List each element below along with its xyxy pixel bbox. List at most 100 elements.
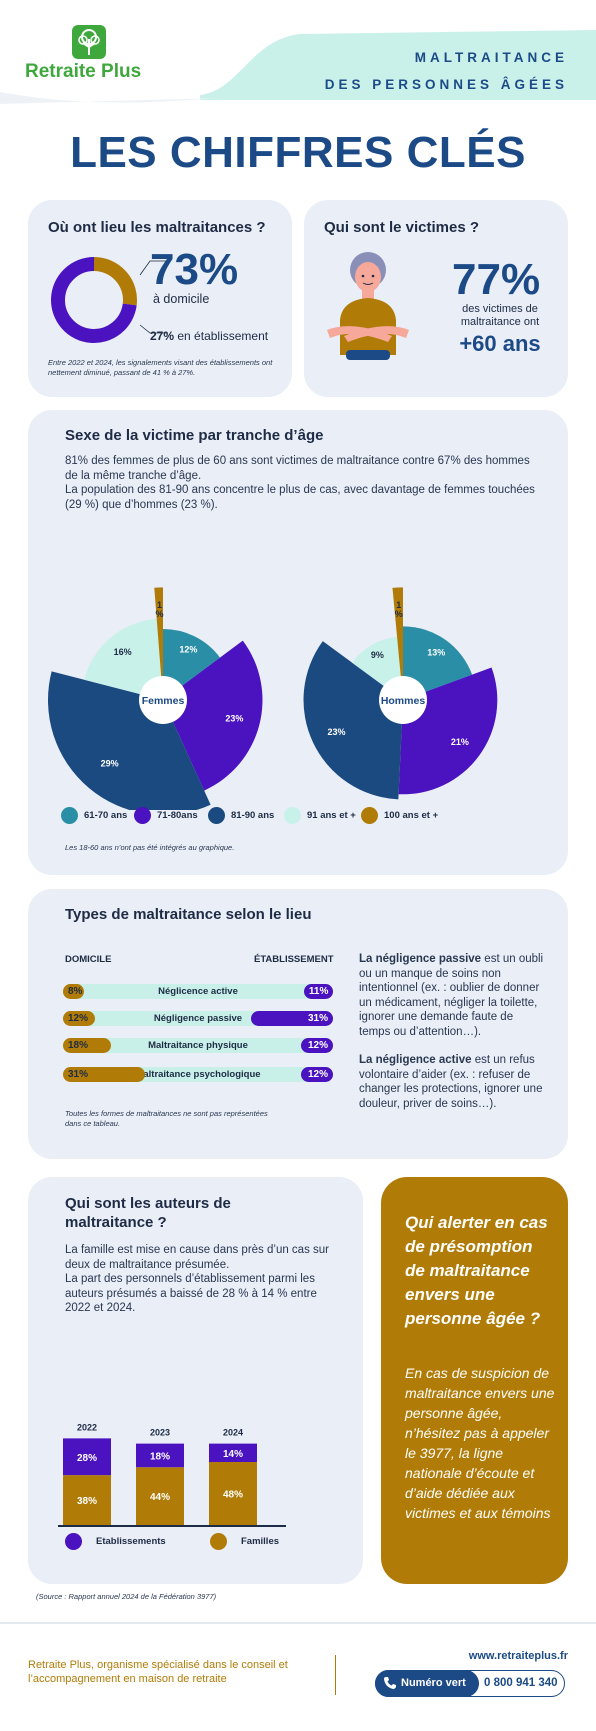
pie-label-hommes-0: 13% — [427, 647, 445, 657]
alert-card: Qui alerter en cas de présomption de mal… — [381, 1177, 568, 1584]
bar-year-2022: 2022 — [77, 1422, 97, 1432]
types-row-label: Maltraitance physique — [148, 1040, 248, 1051]
passive-text: est un oubli ou un manque de soins non i… — [359, 953, 544, 1038]
pie-label-femmes-4: 1% — [156, 600, 164, 619]
pie-slice-hommes-4 — [392, 587, 403, 700]
victims-title: Qui sont le victimes ? — [324, 219, 480, 236]
phone-icon — [384, 1677, 396, 1689]
legend-etablissements: Etablissements — [65, 1533, 166, 1550]
pie-title-hommes: Hommes — [381, 695, 426, 707]
age-pie-charts: 12% 23% 29% 16% 1 % Femmes 13% 21% 23% 9% 1 % Hommes — [48, 587, 498, 810]
types-row: Maltraitance physique 18% 12% — [63, 1038, 333, 1053]
legend-label: 61-70 ans — [84, 810, 128, 821]
pie-slice-hommes-0 — [403, 626, 473, 700]
legend-etablissements-label: Etablissements — [96, 1536, 166, 1547]
numero-vert-button[interactable]: Numéro vert 0 800 941 340 — [375, 1670, 565, 1697]
location-donut — [51, 257, 137, 343]
pie-slice-femmes-1 — [163, 640, 263, 791]
sex-title: Sexe de la victime par tranche d’âge — [65, 427, 324, 444]
authors-title: Qui sont les auteurs de maltraitance ? — [65, 1195, 231, 1231]
authors-paragraph-1: La famille est mise en cause dans près d… — [65, 1244, 329, 1271]
sex-note: Les 18-60 ans n’ont pas été intégrés au … — [65, 843, 235, 852]
numero-vert-label-pill: Numéro vert — [375, 1670, 479, 1697]
est-line: 27% en établissement — [150, 329, 268, 343]
sex-paragraph-2: La population des 81-90 ans concentre le… — [65, 484, 535, 511]
page-title: LES CHIFFRES CLÉS — [70, 128, 526, 177]
types-est-bar: 31% — [251, 1011, 333, 1026]
pie-label-hommes-1: 21% — [451, 737, 469, 747]
victims-text: des victimes de maltraitance ont — [460, 303, 540, 328]
pie-slice-femmes-2 — [48, 671, 211, 810]
types-card: Types de maltraitance selon le lieu DOMI… — [28, 889, 568, 1159]
sex-paragraph-1: 81% des femmes de plus de 60 ans sont vi… — [65, 455, 530, 482]
footer-site-link[interactable]: www.retraiteplus.fr — [468, 1650, 568, 1662]
bar-label-etablissements-2023: 18% — [150, 1451, 170, 1462]
pie-center-femmes — [139, 676, 187, 724]
bar-label-familles-2022: 38% — [77, 1496, 97, 1507]
col-est: ÉTABLISSEMENT — [254, 954, 334, 965]
victims-card: Qui sont le victimes ? 77% des victimes … — [304, 200, 568, 397]
footer-divider — [0, 1622, 596, 1624]
bar-year-2023: 2023 — [150, 1428, 170, 1438]
sex-age-card: Sexe de la victime par tranche d’âge 81%… — [28, 410, 568, 875]
home-pct: 73% — [150, 245, 239, 294]
types-title: Types de maltraitance selon le lieu — [65, 906, 312, 923]
alert-title: Qui alerter en cas de présomption de mal… — [405, 1213, 548, 1328]
types-note: Toutes les formes de maltraitances ne so… — [65, 1109, 268, 1128]
pie-slice-femmes-4 — [154, 587, 163, 700]
pie-label-hommes-4: 1% — [395, 600, 403, 619]
elderly-woman-illustration — [327, 252, 409, 360]
header-title-line2: DES PERSONNES ÂGÉES — [324, 77, 568, 92]
legend-label: 91 ans et + — [307, 810, 356, 821]
footer-text: Retraite Plus, organisme spécialisé dans… — [28, 1659, 288, 1685]
legend-label: 71-80ans — [157, 810, 198, 821]
types-home-bar: 8% — [63, 984, 85, 999]
bar-label-familles-2023: 44% — [150, 1492, 170, 1503]
legend-swatch — [134, 807, 151, 824]
location-card: Où ont lieu les maltraitances ? 73% à do… — [28, 200, 292, 397]
types-row: Néglicence active 8% 11% — [63, 984, 333, 999]
bar-familles-2022 — [63, 1475, 111, 1525]
legend-etablissements-swatch — [65, 1533, 82, 1550]
active-bold: La négligence active — [359, 1054, 472, 1066]
types-row: Maltraitance psychologique 31% 12% — [63, 1067, 333, 1082]
legend-swatch — [361, 807, 378, 824]
legend-swatch — [208, 807, 225, 824]
bar-label-etablissements-2022: 28% — [77, 1453, 97, 1464]
bar-etablissements-2024 — [209, 1443, 257, 1462]
home-label: à domicile — [153, 292, 210, 306]
types-est-bar: 12% — [301, 1038, 333, 1053]
source-note: (Source : Rapport annuel 2024 de la Fédé… — [36, 1592, 217, 1601]
victims-age: +60 ans — [459, 331, 541, 356]
victims-pct: 77% — [452, 255, 541, 304]
alert-text: En cas de suspicion de maltraitance enve… — [405, 1365, 555, 1521]
types-est-bar: 12% — [301, 1067, 333, 1082]
types-row-label: Maltraitance psychologique — [135, 1069, 261, 1080]
bar-familles-2024 — [209, 1462, 257, 1525]
pie-slice-hommes-2 — [303, 641, 403, 800]
pie-label-femmes-0: 12% — [179, 644, 197, 654]
pie-slice-femmes-3 — [84, 618, 163, 700]
donut-segment-etablissement — [93, 257, 137, 306]
pie-label-hommes-2: 23% — [327, 727, 345, 737]
legend-familles-label: Familles — [241, 1536, 280, 1547]
location-note: Entre 2022 et 2024, les signalements vis… — [48, 358, 273, 377]
types-row: Négligence passive 12% 31% — [63, 1011, 333, 1026]
legend-familles-swatch — [210, 1533, 227, 1550]
donut-connectors — [139, 260, 168, 334]
types-row-label: Néglicence active — [158, 986, 238, 997]
est-label: en établissement — [177, 329, 269, 343]
tree-icon — [72, 25, 106, 59]
pie-label-hommes-3: 9% — [371, 650, 384, 660]
legend-familles: Familles — [210, 1533, 279, 1550]
active-definition: La négligence active est un refus volont… — [359, 1053, 547, 1111]
est-pct: 27% — [150, 329, 175, 343]
logo[interactable]: Retraite Plus — [25, 25, 165, 85]
col-home: DOMICILE — [65, 954, 112, 965]
legend-item-4: 100 ans et + — [361, 807, 438, 824]
legend-swatch — [284, 807, 301, 824]
legend-item-1: 71-80ans — [134, 807, 198, 824]
footer-separator — [335, 1655, 336, 1695]
bar-label-etablissements-2024: 14% — [223, 1449, 243, 1460]
legend-label: 100 ans et + — [384, 810, 439, 821]
